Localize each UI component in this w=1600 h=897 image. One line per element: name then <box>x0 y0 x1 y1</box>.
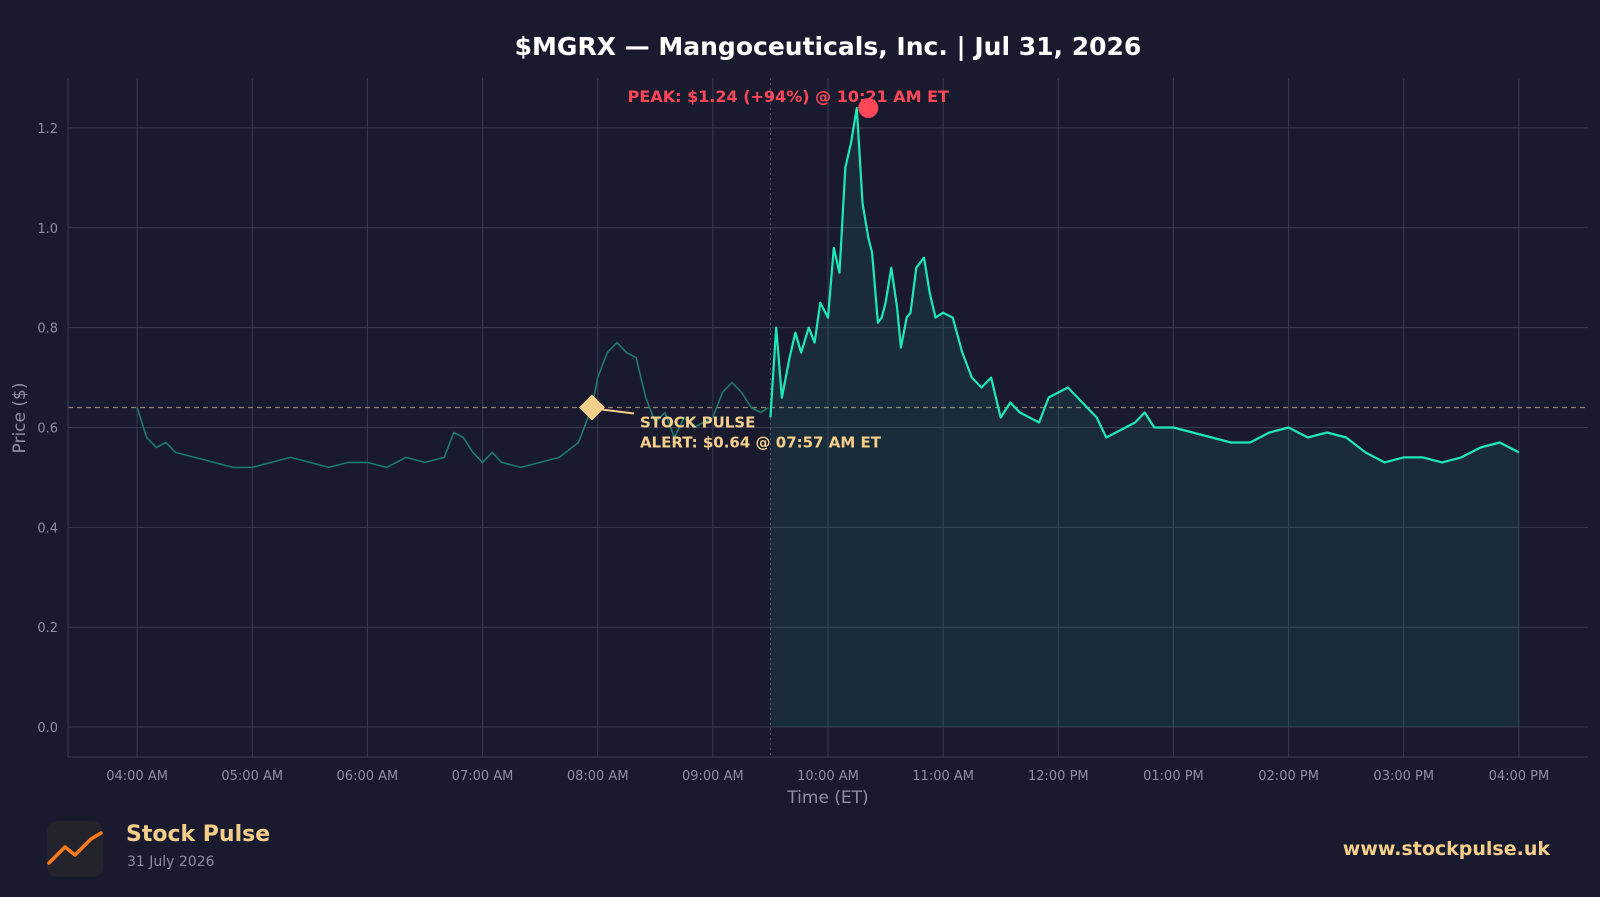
regular-session-area <box>770 108 1519 728</box>
footer-brand: Stock Pulse <box>126 822 271 847</box>
regular-session-line <box>769 106 1520 464</box>
y-tick-label: 1.2 <box>37 122 58 137</box>
price-chart: PEAK: $1.24 (+94%) @ 10:21 AM ET STOCK PU… <box>10 32 1588 808</box>
y-axis-label: Price ($) <box>10 383 30 454</box>
trend-chart-icon <box>47 831 103 865</box>
price-lines <box>136 106 1520 469</box>
alert-marker <box>578 394 605 421</box>
x-tick-label: 03:00 PM <box>1373 769 1434 784</box>
regular-session-fill <box>770 108 1519 728</box>
x-tick-label: 04:00 AM <box>106 769 168 784</box>
x-tick-label: 05:00 AM <box>221 769 283 784</box>
stock-pulse-logo <box>47 821 103 877</box>
x-tick-label: 08:00 AM <box>567 769 629 784</box>
y-tick-label: 0.8 <box>37 322 58 337</box>
annotations: PEAK: $1.24 (+94%) @ 10:21 AM ET STOCK PU… <box>578 87 949 452</box>
x-tick-label: 01:00 PM <box>1143 769 1204 784</box>
x-tick-label: 09:00 AM <box>682 769 744 784</box>
y-tick-label: 0.0 <box>37 721 58 736</box>
y-tick-label: 0.6 <box>37 421 58 436</box>
x-tick-label: 12:00 PM <box>1028 769 1089 784</box>
peak-marker <box>858 97 879 118</box>
x-tick-label: 04:00 PM <box>1489 769 1550 784</box>
peak-label: PEAK: $1.24 (+94%) @ 10:21 AM ET <box>628 87 949 106</box>
y-tick-label: 1.0 <box>37 222 58 237</box>
alert-label-detail: ALERT: $0.64 @ 07:57 AM ET <box>640 434 882 452</box>
alert-connector <box>601 408 635 415</box>
x-tick-label: 10:00 AM <box>797 769 859 784</box>
x-tick-label: 06:00 AM <box>337 769 399 784</box>
x-tick-label: 07:00 AM <box>452 769 514 784</box>
premarket-line <box>136 341 769 469</box>
y-tick-label: 0.2 <box>37 621 58 636</box>
axes: 0.0 0.2 0.4 0.6 0.8 1.0 1.2 04:00 AM 05:00 AM 06:… <box>37 78 1588 784</box>
x-tick-label: 02:00 PM <box>1258 769 1319 784</box>
x-axis-label: Time (ET) <box>786 788 868 808</box>
x-tick-label: 11:00 AM <box>912 769 974 784</box>
footer-date: 31 July 2026 <box>127 854 215 870</box>
alert-label-title: STOCK PULSE <box>640 414 755 432</box>
chart-title: $MGRX — Mangoceuticals, Inc. | Jul 31, 2… <box>515 32 1142 61</box>
footer-url[interactable]: www.stockpulse.uk <box>1342 838 1550 860</box>
y-tick-label: 0.4 <box>37 521 58 536</box>
